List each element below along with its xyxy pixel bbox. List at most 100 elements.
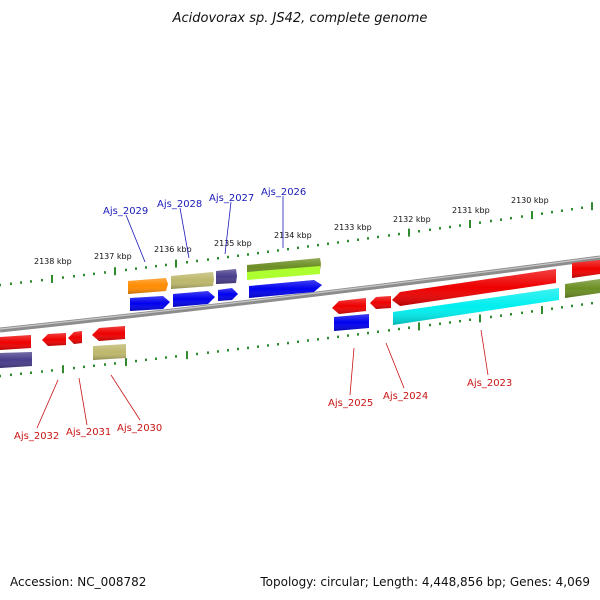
gene-arrow[interactable] xyxy=(565,279,600,298)
kbp-minor-tick xyxy=(155,357,157,360)
gene-label-ajs-2032[interactable]: Ajs_2032 xyxy=(14,431,59,442)
kbp-minor-tick xyxy=(0,283,1,287)
kbp-minor-tick xyxy=(377,330,379,333)
gene-arrow[interactable] xyxy=(171,272,214,289)
gene-arrow[interactable] xyxy=(247,266,320,280)
kbp-minor-tick xyxy=(510,216,512,220)
gene-arrow[interactable] xyxy=(572,260,600,278)
genome-backbone xyxy=(0,255,600,333)
gene-label-ajs-2026[interactable]: Ajs_2026 xyxy=(261,187,306,198)
gene-arrow[interactable] xyxy=(92,326,125,341)
gene-arrow[interactable] xyxy=(0,335,31,350)
gene-arrow[interactable] xyxy=(68,331,82,344)
kbp-minor-tick xyxy=(165,263,167,267)
kbp-minor-tick xyxy=(297,246,299,250)
kbp-label: 2131 kbp xyxy=(452,206,490,215)
gene-arrow[interactable] xyxy=(130,296,170,311)
genome-backbone-highlight xyxy=(0,256,600,330)
kbp-minor-tick xyxy=(469,318,471,321)
kbp-minor-tick xyxy=(175,355,177,358)
kbp-minor-tick xyxy=(551,210,553,214)
kbp-major-tick xyxy=(541,306,543,314)
kbp-minor-tick xyxy=(10,282,12,285)
kbp-minor-tick xyxy=(591,301,593,305)
kbp-minor-tick xyxy=(347,239,349,243)
kbp-minor-tick xyxy=(571,304,573,308)
kbp-minor-tick xyxy=(267,250,269,253)
kbp-minor-tick xyxy=(30,371,32,374)
kbp-minor-tick xyxy=(347,334,349,337)
kbp-minor-tick xyxy=(41,278,43,282)
kbp-minor-tick xyxy=(367,331,369,335)
gene-leaders-bottom xyxy=(36,329,489,429)
kbp-minor-tick xyxy=(73,275,75,278)
gene-arrow[interactable] xyxy=(370,296,391,309)
kbp-minor-tick xyxy=(439,227,441,230)
kbp-label: 2134 kbp xyxy=(274,231,312,240)
kbp-label: 2133 kbp xyxy=(334,223,372,232)
kbp-minor-tick xyxy=(125,268,127,272)
kbp-label: 2135 kbp xyxy=(214,239,252,248)
gene-arrow[interactable] xyxy=(93,344,126,360)
kbp-minor-tick xyxy=(531,310,533,313)
kbp-minor-tick xyxy=(227,349,229,352)
gene-arrow[interactable] xyxy=(249,280,322,298)
kbp-major-tick xyxy=(531,211,533,220)
gene-label-ajs-2023[interactable]: Ajs_2023 xyxy=(467,378,512,389)
gene-arrow[interactable] xyxy=(393,288,559,325)
kbp-label: 2130 kbp xyxy=(511,196,549,205)
gene-arrow[interactable] xyxy=(173,291,215,307)
kbp-minor-tick xyxy=(237,254,239,257)
gene-arrow[interactable] xyxy=(392,269,556,306)
kbp-minor-tick xyxy=(367,237,369,240)
kbp-minor-tick xyxy=(377,235,379,239)
kbp-major-tick xyxy=(408,228,410,237)
kbp-minor-tick xyxy=(521,311,523,315)
kbp-minor-tick xyxy=(41,370,43,373)
kbp-minor-tick xyxy=(510,313,512,316)
kbp-minor-tick xyxy=(10,373,12,377)
kbp-minor-tick xyxy=(207,258,209,261)
kbp-minor-tick xyxy=(317,243,319,247)
gene-arrow[interactable] xyxy=(216,269,237,284)
kbp-minor-tick xyxy=(135,359,137,363)
gene-leaders-top xyxy=(125,196,284,263)
gene-arrow[interactable] xyxy=(128,278,168,294)
kbp-minor-tick xyxy=(287,247,289,251)
gene-label-ajs-2027[interactable]: Ajs_2027 xyxy=(209,193,254,204)
gene-arrow[interactable] xyxy=(334,314,369,331)
gene-label-ajs-2028[interactable]: Ajs_2028 xyxy=(157,199,202,210)
kbp-minor-tick xyxy=(227,255,229,259)
kbp-minor-tick xyxy=(408,326,410,329)
kbp-minor-tick xyxy=(459,319,461,323)
gene-arrow[interactable] xyxy=(332,298,366,314)
gene-label-ajs-2030[interactable]: Ajs_2030 xyxy=(117,423,162,434)
kbp-major-tick xyxy=(186,351,188,360)
gene-label-ajs-2031[interactable]: Ajs_2031 xyxy=(66,427,111,438)
kbp-minor-tick xyxy=(490,315,492,319)
accession-text: Accession: NC_008782 xyxy=(10,575,146,589)
kbp-minor-tick xyxy=(145,266,147,269)
kbp-label: 2138 kbp xyxy=(34,257,72,266)
kbp-minor-tick xyxy=(581,206,583,209)
kbp-minor-tick xyxy=(357,238,359,241)
kbp-major-tick xyxy=(418,322,420,331)
kbp-minor-tick xyxy=(62,276,64,279)
gene-label-ajs-2024[interactable]: Ajs_2024 xyxy=(383,391,428,402)
gene-arrow[interactable] xyxy=(0,352,32,368)
kbp-minor-tick xyxy=(287,341,289,345)
kbp-minor-tick xyxy=(196,352,198,356)
gene-arrow[interactable] xyxy=(42,333,66,346)
kbp-minor-tick xyxy=(267,344,269,347)
kbp-minor-tick xyxy=(561,209,563,212)
gene-label-ajs-2025[interactable]: Ajs_2025 xyxy=(328,398,373,409)
kbp-minor-tick xyxy=(388,234,390,237)
gene-labels-top: Ajs_2029 Ajs_2028 Ajs_2027 Ajs_2026 xyxy=(103,187,306,217)
kbp-minor-tick xyxy=(104,363,106,366)
gene-label-ajs-2029[interactable]: Ajs_2029 xyxy=(103,206,148,217)
kbp-minor-tick xyxy=(571,208,573,211)
kbp-minor-tick xyxy=(418,230,420,233)
kbp-minor-tick xyxy=(327,336,329,340)
gene-arrow[interactable] xyxy=(218,288,238,301)
kbp-minor-tick xyxy=(20,372,22,375)
